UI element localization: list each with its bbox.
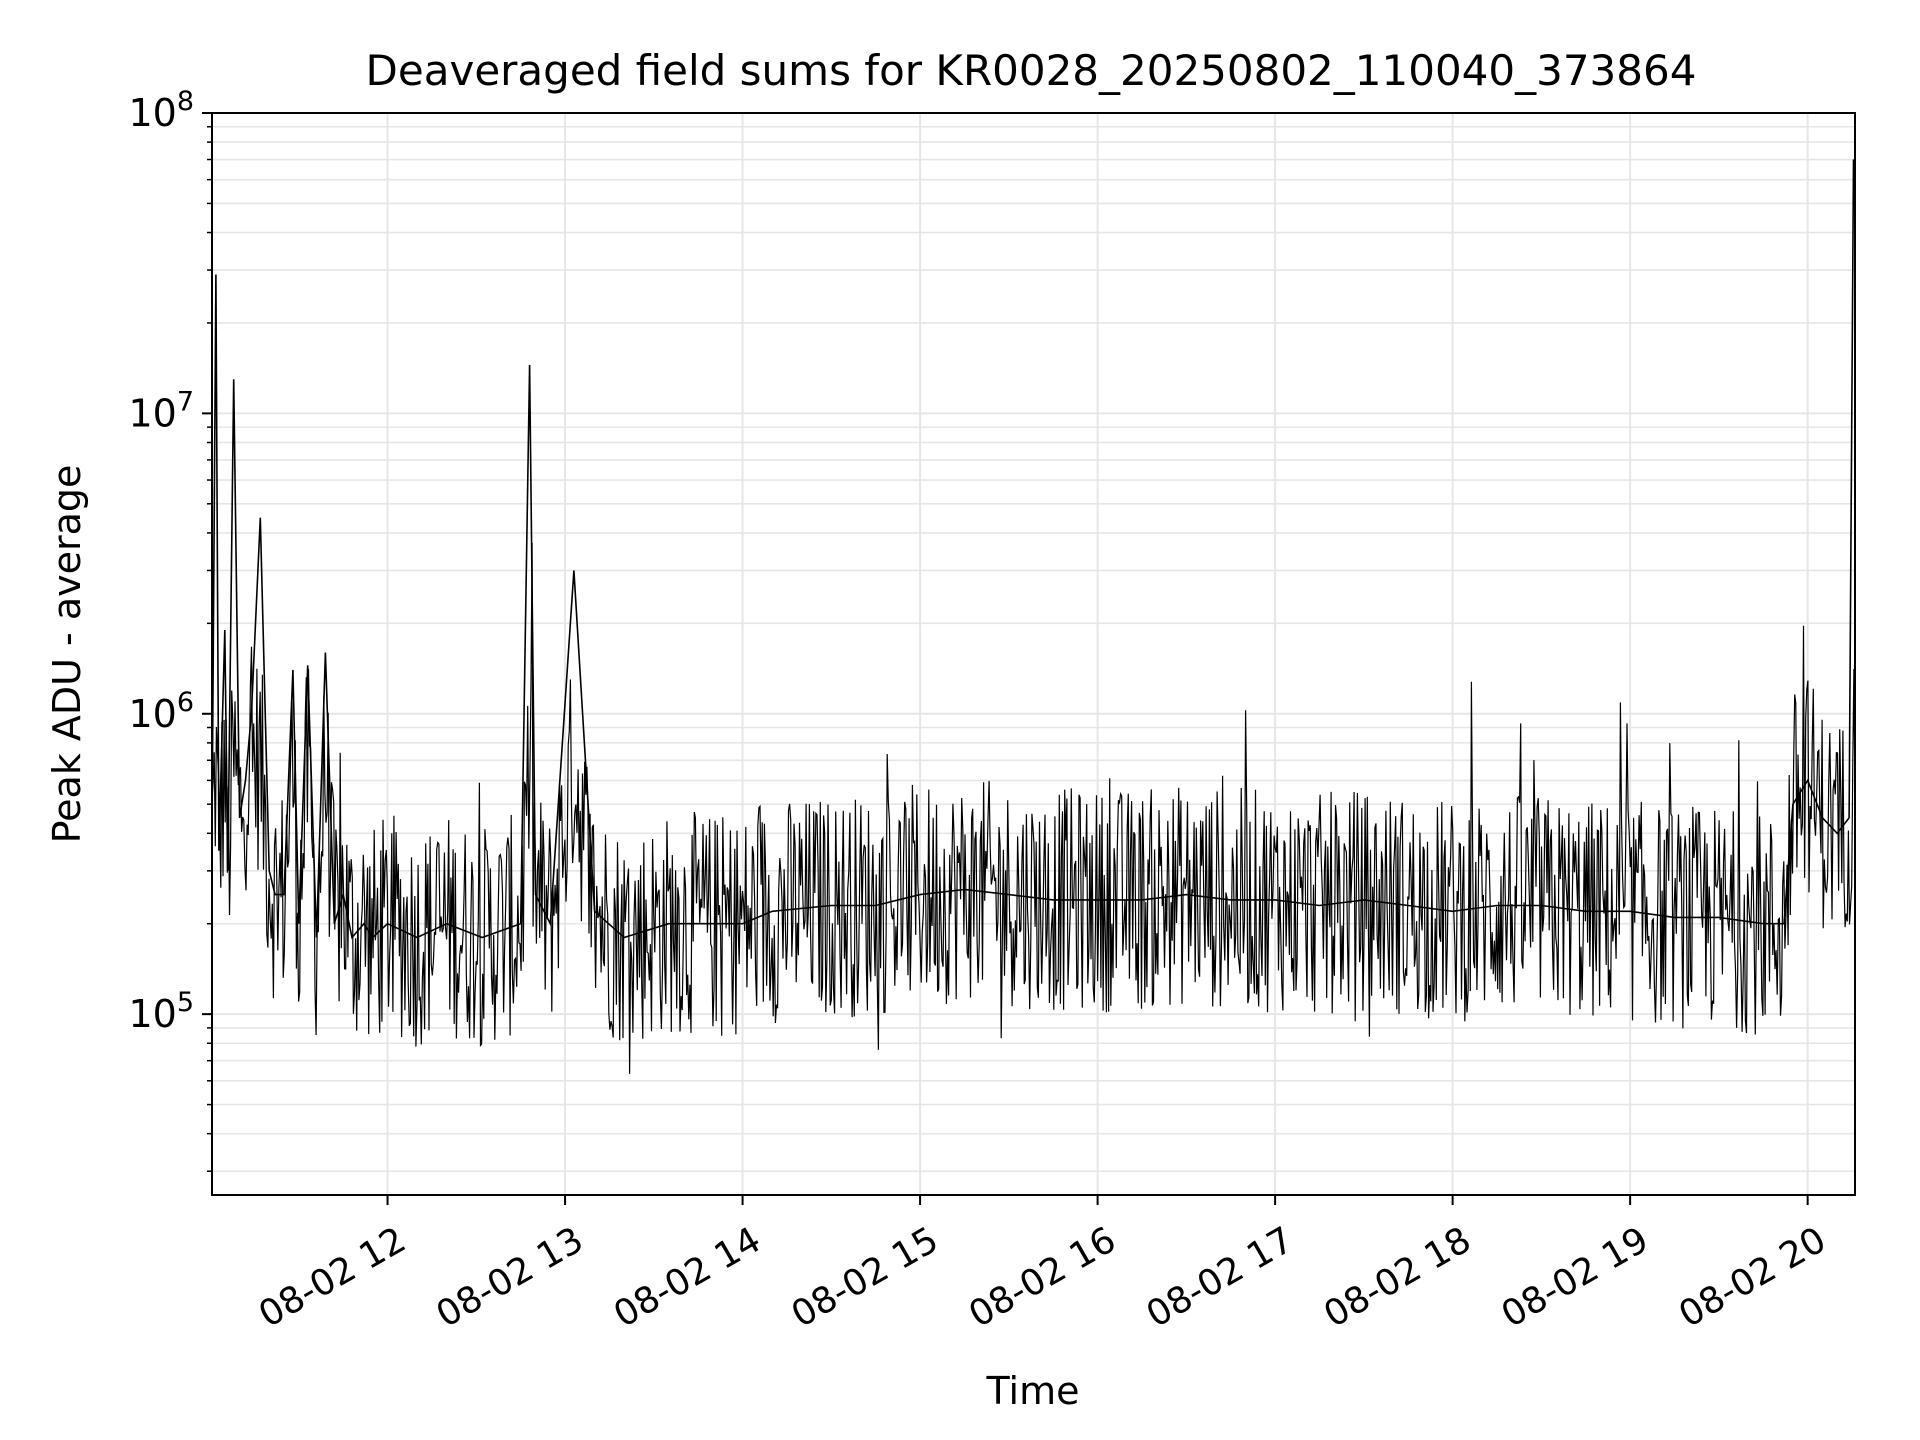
y-tick-base: 10 xyxy=(128,391,176,435)
y-tick-base: 10 xyxy=(128,91,176,135)
y-tick-exponent: 7 xyxy=(177,386,194,417)
y-tick-base: 10 xyxy=(128,992,176,1036)
plot-frame xyxy=(211,112,1856,1196)
series-noise-trace xyxy=(211,542,1856,1074)
y-tick-label: 105 xyxy=(128,987,194,1036)
y-tick-base: 10 xyxy=(128,692,176,736)
chart-title: Deaveraged field sums for KR0028_2025080… xyxy=(366,46,1697,95)
y-tick-exponent: 6 xyxy=(177,687,194,718)
y-tick-label: 107 xyxy=(128,386,194,435)
y-tick-label: 108 xyxy=(128,86,194,135)
y-tick-label: 106 xyxy=(128,687,194,736)
y-tick-exponent: 8 xyxy=(177,86,194,117)
y-tick-exponent: 5 xyxy=(177,987,194,1018)
y-axis-label: Peak ADU - average xyxy=(45,465,89,844)
series-line xyxy=(211,159,1855,940)
x-axis-label: Time xyxy=(986,1369,1080,1413)
series-noise-band xyxy=(211,542,1856,1074)
